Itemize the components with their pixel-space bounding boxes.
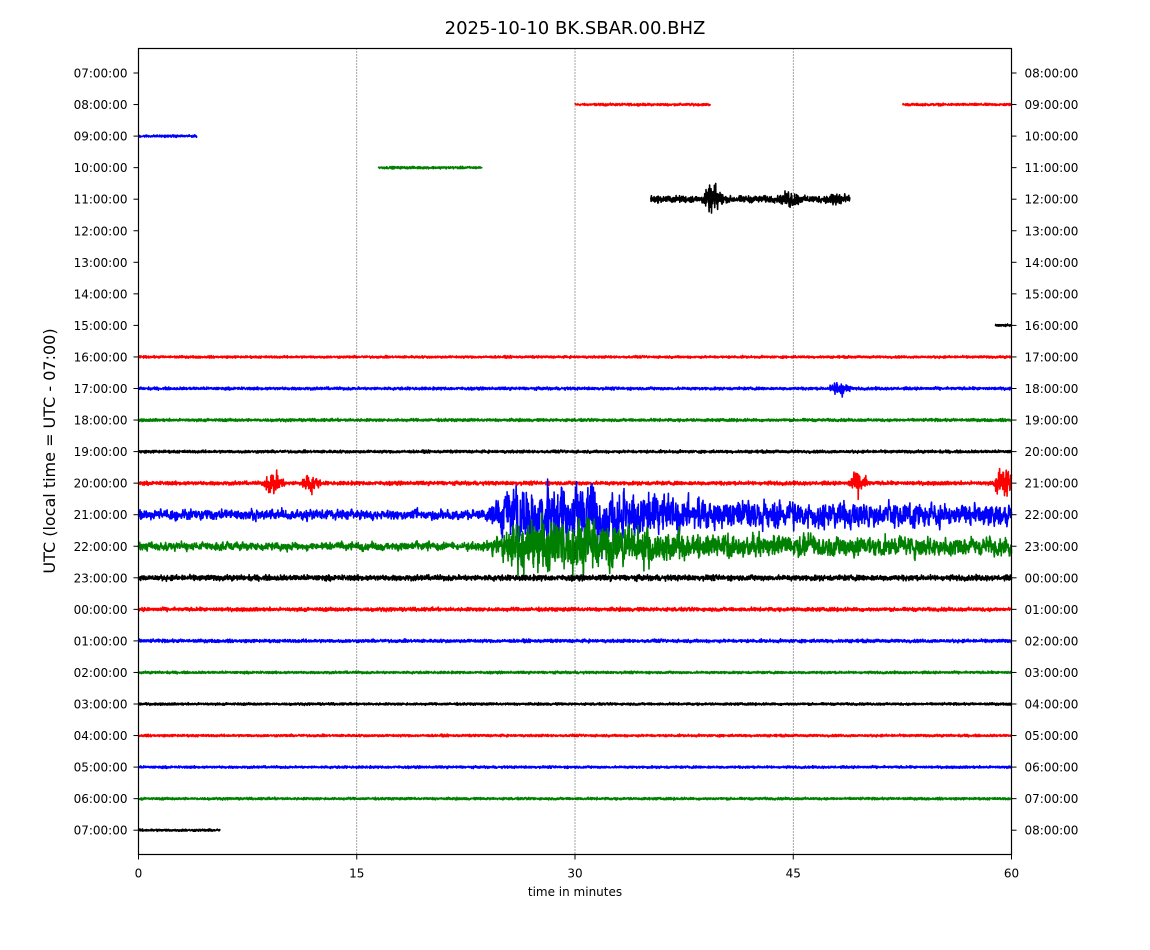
left-tick-label: 23:00:00 xyxy=(74,571,128,585)
right-tick-label: 20:00:00 xyxy=(1025,445,1079,459)
right-tick-label: 10:00:00 xyxy=(1025,130,1079,144)
left-tick-label: 12:00:00 xyxy=(74,224,128,238)
trace-line xyxy=(137,828,221,833)
left-tick-label: 06:00:00 xyxy=(74,792,128,806)
x-tick-label: 0 xyxy=(135,867,143,881)
right-tick-label: 12:00:00 xyxy=(1025,193,1079,207)
left-tick-label: 05:00:00 xyxy=(74,761,128,775)
x-tick-label: 15 xyxy=(349,867,364,881)
trace-group xyxy=(137,102,1013,833)
x-tick-label: 45 xyxy=(786,867,801,881)
left-tick-label: 16:00:00 xyxy=(74,350,128,364)
right-tick-label: 16:00:00 xyxy=(1025,319,1079,333)
trace-line xyxy=(901,102,1013,107)
grid-lines xyxy=(356,48,794,855)
right-tick-label: 00:00:00 xyxy=(1025,571,1079,585)
right-tick-label: 21:00:00 xyxy=(1025,477,1079,491)
right-tick-label: 19:00:00 xyxy=(1025,414,1079,428)
trace-line xyxy=(137,417,1013,423)
right-tick-label: 22:00:00 xyxy=(1025,508,1079,522)
chart-title: 2025-10-10 BK.SBAR.00.BHZ xyxy=(445,18,706,39)
right-tick-label: 08:00:00 xyxy=(1025,67,1079,81)
left-tick-label: 20:00:00 xyxy=(74,477,128,491)
trace-line xyxy=(137,573,1013,583)
left-tick-label: 18:00:00 xyxy=(74,414,128,428)
right-tick-label: 23:00:00 xyxy=(1025,540,1079,554)
right-axis: 08:00:00 09:00:00 10:00:00 11:00:00 12:00:00… xyxy=(1011,67,1079,838)
left-tick-label: 10:00:00 xyxy=(74,161,128,175)
left-tick-label: 07:00:00 xyxy=(74,67,128,81)
left-tick-label: 11:00:00 xyxy=(74,193,128,207)
x-tick-label: 60 xyxy=(1004,867,1019,881)
trace-line xyxy=(137,134,198,139)
trace-line xyxy=(994,323,1013,328)
left-tick-label: 13:00:00 xyxy=(74,256,128,270)
trace-line xyxy=(137,354,1013,360)
left-tick-label: 21:00:00 xyxy=(74,508,128,522)
trace-line xyxy=(574,102,712,107)
left-axis: 07:00:00 08:00:00 09:00:00 10:00:00 11:00:00… xyxy=(74,67,139,838)
trace-line xyxy=(137,606,1013,613)
right-tick-label: 07:00:00 xyxy=(1025,792,1079,806)
right-tick-label: 03:00:00 xyxy=(1025,666,1079,680)
trace-line xyxy=(377,165,483,170)
right-tick-label: 09:00:00 xyxy=(1025,98,1079,112)
trace-line xyxy=(137,448,1013,455)
left-tick-label: 08:00:00 xyxy=(74,98,128,112)
right-tick-label: 05:00:00 xyxy=(1025,729,1079,743)
x-axis: 0 15 30 45 60 xyxy=(135,854,1019,881)
right-tick-label: 14:00:00 xyxy=(1025,256,1079,270)
left-tick-label: 04:00:00 xyxy=(74,729,128,743)
x-axis-label: time in minutes xyxy=(528,885,622,899)
trace-line xyxy=(137,512,1013,580)
right-tick-label: 11:00:00 xyxy=(1025,161,1079,175)
left-tick-label: 01:00:00 xyxy=(74,634,128,648)
left-tick-label: 17:00:00 xyxy=(74,382,128,396)
left-tick-label: 19:00:00 xyxy=(74,445,128,459)
trace-line xyxy=(137,637,1013,644)
right-tick-label: 18:00:00 xyxy=(1025,382,1079,396)
right-tick-label: 06:00:00 xyxy=(1025,761,1079,775)
left-tick-label: 14:00:00 xyxy=(74,287,128,301)
right-tick-label: 08:00:00 xyxy=(1025,824,1079,838)
right-tick-label: 02:00:00 xyxy=(1025,634,1079,648)
y-axis-label: UTC (local time = UTC - 07:00) xyxy=(40,328,59,573)
trace-line xyxy=(649,182,851,214)
trace-line xyxy=(137,764,1013,770)
x-tick-label: 30 xyxy=(567,867,582,881)
right-tick-label: 17:00:00 xyxy=(1025,350,1079,364)
right-tick-label: 13:00:00 xyxy=(1025,224,1079,238)
left-tick-label: 07:00:00 xyxy=(74,824,128,838)
trace-line xyxy=(137,733,1013,738)
trace-line xyxy=(137,381,1013,398)
left-tick-label: 09:00:00 xyxy=(74,130,128,144)
right-tick-label: 15:00:00 xyxy=(1025,287,1079,301)
right-tick-label: 04:00:00 xyxy=(1025,698,1079,712)
left-tick-label: 00:00:00 xyxy=(74,603,128,617)
left-tick-label: 22:00:00 xyxy=(74,540,128,554)
right-tick-label: 01:00:00 xyxy=(1025,603,1079,617)
left-tick-label: 15:00:00 xyxy=(74,319,128,333)
left-tick-label: 03:00:00 xyxy=(74,698,128,712)
left-tick-label: 02:00:00 xyxy=(74,666,128,680)
